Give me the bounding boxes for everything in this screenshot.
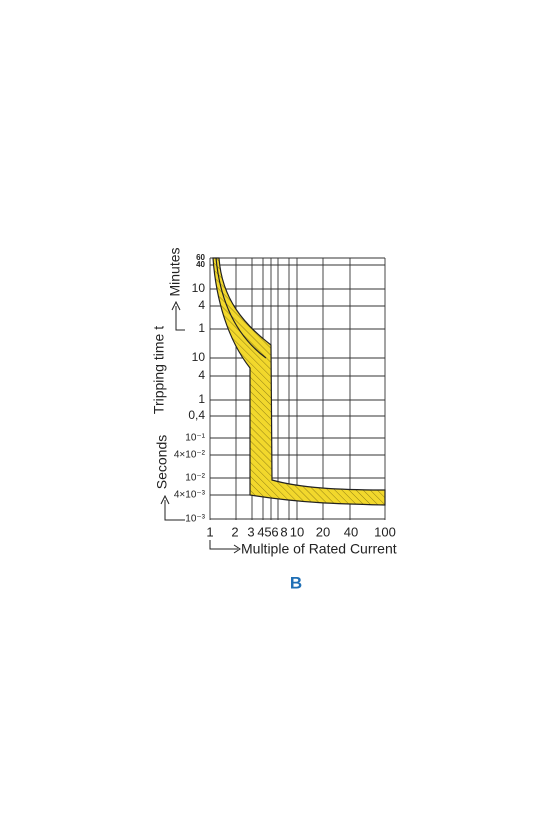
grid [209,257,386,520]
x-tick-label: 40 [344,524,358,539]
y-tick-label: 10⁻² [185,473,205,484]
arrow-seconds [160,494,185,521]
y-tick-label: 1 [198,392,205,406]
y-tick-label: 10 [192,350,206,364]
x-tick-label: 5 [264,524,271,539]
y-tick-label: 4×10⁻² [174,450,206,461]
arrow-x [209,540,241,554]
mid-curve [215,257,267,359]
x-tick-label: 6 [271,524,278,539]
x-tick-label: 100 [374,524,396,539]
y-tick-label: 40 [196,260,205,269]
y-tick-label: 0,4 [188,408,205,422]
x-tick-label: 10 [290,524,304,539]
y-tick-label: 10⁻¹ [185,433,205,444]
x-tick-label: 4 [257,524,264,539]
x-tick-label: 3 [247,524,254,539]
caption: B [290,573,302,592]
x-tick-label: 8 [280,524,287,539]
y-minutes-label: Minutes [167,247,183,296]
y-seconds-label: Seconds [154,435,170,489]
x-axis-title: Multiple of Rated Current [241,541,397,557]
y-tick-label: 4 [198,368,205,382]
x-tick-label: 1 [206,524,213,539]
y-tick-label: 4 [198,298,205,312]
y-tick-label: 10 [192,281,206,295]
y-axis-title: Tripping time t [151,326,167,414]
trip-band [212,257,386,506]
x-tick-label: 2 [231,524,238,539]
y-tick-label: 60 [196,253,205,262]
y-tick-label: 4×10⁻³ [174,490,206,501]
y-tick-label: 1 [198,321,205,335]
y-tick-label: 10⁻³ [185,514,205,525]
x-tick-label: 20 [316,524,330,539]
arrow-minutes [171,300,185,331]
